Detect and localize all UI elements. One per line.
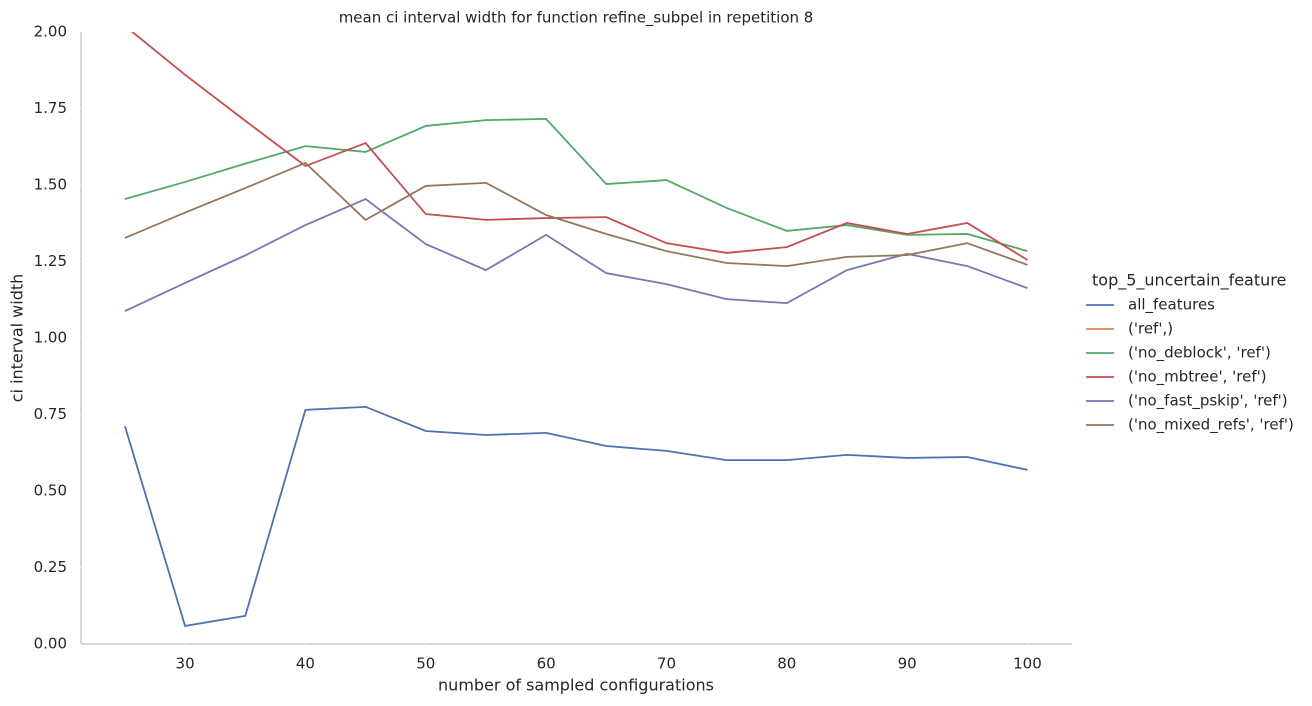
- x-tick-label: 40: [296, 655, 315, 673]
- y-axis-label: ci interval width: [8, 274, 27, 403]
- y-tick-label: 0.25: [34, 558, 67, 576]
- series-line: [124, 161, 1028, 267]
- x-tick-label: 50: [416, 655, 435, 673]
- series-line: [124, 405, 1028, 627]
- x-axis-label: number of sampled configurations: [438, 676, 714, 695]
- legend-label: ('no_mbtree', 'ref'): [1128, 368, 1267, 387]
- x-tick-label: 100: [1013, 655, 1042, 673]
- series-line: [131, 32, 1028, 261]
- y-tick-label: 0.00: [34, 635, 67, 653]
- y-tick-label: 0.75: [34, 405, 67, 423]
- series-line: [124, 117, 1028, 252]
- y-tick-label: 2.00: [34, 23, 67, 41]
- x-tick-label: 80: [777, 655, 796, 673]
- y-tick-label: 1.25: [34, 252, 67, 270]
- legend-label: ('no_mixed_refs', 'ref'): [1128, 416, 1294, 435]
- legend-label: ('no_fast_pskip', 'ref'): [1128, 392, 1288, 411]
- legend-label: ('ref',): [1128, 320, 1173, 338]
- x-tick-label: 30: [176, 655, 195, 673]
- legend-title: top_5_uncertain_feature: [1092, 271, 1286, 291]
- x-tick-label: 60: [537, 655, 556, 673]
- plot-area: [124, 32, 1028, 627]
- x-tick-label: 70: [657, 655, 676, 673]
- x-tick-label: 90: [898, 655, 917, 673]
- series-line: [124, 198, 1028, 312]
- y-tick-label: 0.50: [34, 482, 67, 500]
- y-tick-label: 1.00: [34, 329, 67, 347]
- legend-label: all_features: [1128, 296, 1215, 315]
- y-tick-label: 1.75: [34, 99, 67, 117]
- legend-label: ('no_deblock', 'ref'): [1128, 344, 1271, 363]
- y-tick-label: 1.50: [34, 176, 67, 194]
- chart-title: mean ci interval width for function refi…: [339, 9, 814, 28]
